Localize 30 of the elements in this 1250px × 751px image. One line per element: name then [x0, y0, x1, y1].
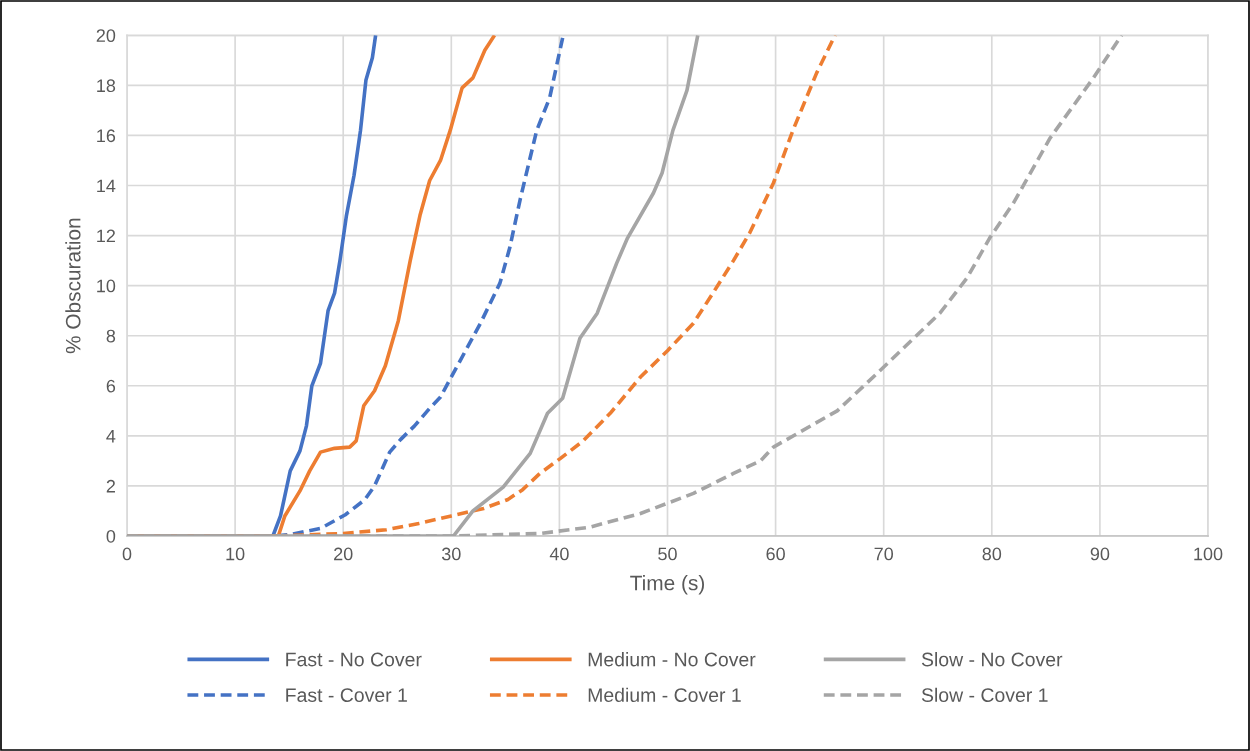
legend-label: Fast - Cover 1	[286, 688, 407, 702]
y-tick-label: 12	[97, 229, 115, 243]
x-tick-label: 10	[226, 547, 245, 561]
y-tick-label: 18	[97, 79, 116, 93]
y-tick-label: 20	[96, 29, 116, 43]
y-axis-title: % Obscuration	[65, 218, 81, 354]
x-tick-label: 50	[658, 547, 677, 561]
legend-label: Slow - No Cover	[921, 652, 1063, 667]
y-tick-label: 8	[106, 329, 116, 343]
y-tick-label: 4	[106, 429, 116, 443]
x-tick-label: 90	[1090, 547, 1110, 561]
x-tick-label: 70	[874, 547, 894, 561]
y-tick-label: 6	[106, 379, 116, 393]
y-tick-label: 0	[106, 529, 116, 543]
x-tick-label: 30	[441, 547, 461, 561]
y-tick-label: 10	[97, 279, 116, 293]
x-tick-label: 20	[334, 547, 353, 561]
legend-label: Medium - Cover 1	[588, 687, 741, 702]
legend-label: Fast - No Cover	[286, 652, 422, 667]
legend-label: Medium - No Cover	[588, 652, 756, 667]
x-tick-label: 0	[122, 547, 132, 561]
x-tick-label: 60	[766, 547, 785, 561]
y-tick-label: 2	[106, 479, 115, 493]
x-tick-label: 100	[1194, 547, 1223, 561]
x-tick-label: 40	[549, 547, 569, 561]
x-tick-label: 80	[982, 547, 1002, 561]
y-tick-label: 14	[97, 179, 116, 193]
legend-label: Slow - Cover 1	[921, 687, 1048, 702]
x-axis-title: Time (s)	[630, 575, 705, 595]
y-tick-label: 16	[97, 129, 116, 143]
